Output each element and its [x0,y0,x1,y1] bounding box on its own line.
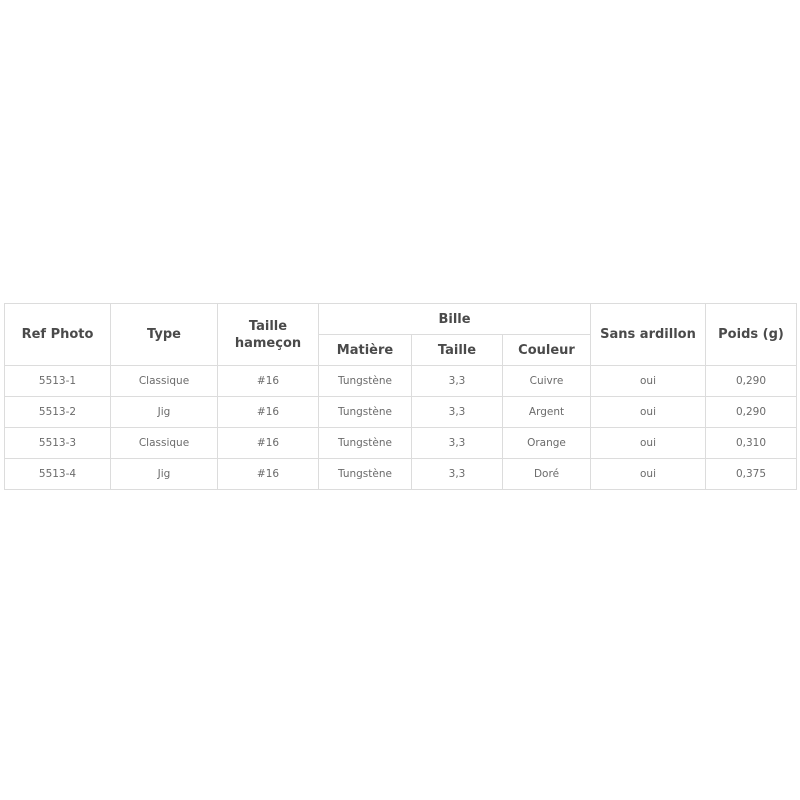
header-ref-photo: Ref Photo [4,303,111,366]
header-sans-ardillon: Sans ardillon [590,303,706,366]
cell-taille-hamecon: #16 [217,458,319,490]
cell-couleur: Doré [502,458,591,490]
cell-ref-photo: 5513-4 [4,458,111,490]
header-taille-hamecon: Taille hameçon [217,303,319,366]
cell-ref-photo: 5513-2 [4,396,111,428]
table-row: 5513-3 Classique #16 Tungstène 3,3 Orange oui 0… [4,427,797,459]
header-type: Type [110,303,218,366]
cell-poids: 0,290 [705,396,797,428]
cell-poids: 0,290 [705,365,797,397]
header-bille: Bille [318,303,591,335]
cell-taille: 3,3 [411,458,503,490]
cell-poids: 0,375 [705,458,797,490]
cell-ref-photo: 5513-3 [4,427,111,459]
cell-taille: 3,3 [411,396,503,428]
cell-matiere: Tungstène [318,365,412,397]
table-row: 5513-1 Classique #16 Tungstène 3,3 Cuivre oui 0… [4,365,797,397]
cell-couleur: Orange [502,427,591,459]
cell-matiere: Tungstène [318,396,412,428]
cell-matiere: Tungstène [318,427,412,459]
header-taille: Taille [411,334,503,366]
cell-matiere: Tungstène [318,458,412,490]
cell-couleur: Cuivre [502,365,591,397]
cell-ref-photo: 5513-1 [4,365,111,397]
cell-poids: 0,310 [705,427,797,459]
header-poids: Poids (g) [705,303,797,366]
cell-type: Jig [110,396,218,428]
cell-sans-ardillon: oui [590,458,706,490]
table-row: 5513-2 Jig #16 Tungstène 3,3 Argent oui 0,290 [4,396,797,428]
product-spec-table: Ref Photo Type Taille hameçon Bille Sans… [4,303,797,490]
cell-sans-ardillon: oui [590,427,706,459]
cell-type: Classique [110,365,218,397]
cell-taille: 3,3 [411,427,503,459]
cell-taille-hamecon: #16 [217,427,319,459]
table-row: 5513-4 Jig #16 Tungstène 3,3 Doré oui 0,375 [4,458,797,490]
cell-couleur: Argent [502,396,591,428]
header-couleur: Couleur [502,334,591,366]
cell-sans-ardillon: oui [590,365,706,397]
cell-taille-hamecon: #16 [217,365,319,397]
cell-type: Classique [110,427,218,459]
cell-taille: 3,3 [411,365,503,397]
header-matiere: Matière [318,334,412,366]
cell-type: Jig [110,458,218,490]
cell-sans-ardillon: oui [590,396,706,428]
cell-taille-hamecon: #16 [217,396,319,428]
